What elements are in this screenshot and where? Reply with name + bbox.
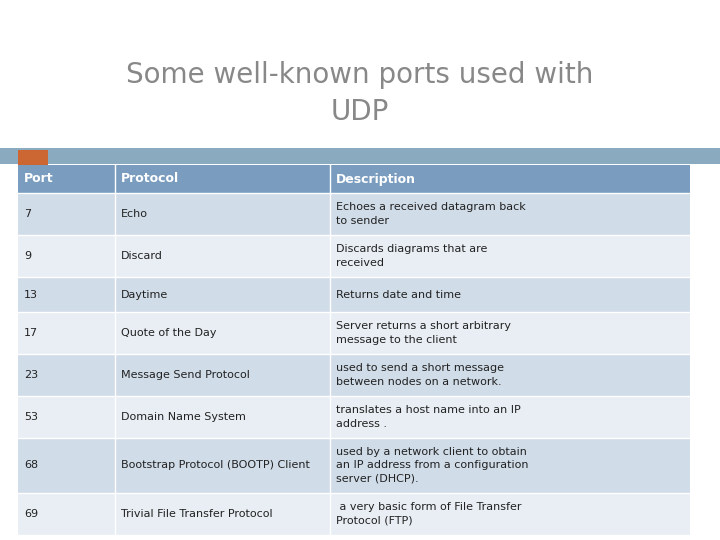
Text: 69: 69	[24, 509, 38, 519]
Text: a very basic form of File Transfer
Protocol (FTP): a very basic form of File Transfer Proto…	[336, 502, 521, 525]
Bar	[18, 438, 690, 493]
Text: Description: Description	[336, 172, 416, 186]
Bar	[18, 312, 690, 354]
Text: Message Send Protocol: Message Send Protocol	[121, 370, 250, 380]
Text: 53: 53	[24, 412, 38, 422]
Text: Domain Name System: Domain Name System	[121, 412, 246, 422]
Text: Some well-known ports used with: Some well-known ports used with	[126, 61, 594, 89]
Bar	[18, 493, 690, 535]
Text: Returns date and time: Returns date and time	[336, 289, 461, 300]
Bar	[18, 396, 690, 438]
Text: used to send a short message
between nodes on a network.: used to send a short message between nod…	[336, 363, 504, 387]
Text: Server returns a short arbitrary
message to the client: Server returns a short arbitrary message…	[336, 321, 511, 345]
Text: 17: 17	[24, 328, 38, 338]
Bar	[18, 235, 690, 277]
Bar	[18, 354, 690, 396]
Text: UDP: UDP	[330, 98, 390, 126]
Text: translates a host name into an IP
address .: translates a host name into an IP addres…	[336, 406, 521, 429]
Text: Quote of the Day: Quote of the Day	[121, 328, 217, 338]
Text: 9: 9	[24, 251, 31, 261]
Text: Daytime: Daytime	[121, 289, 168, 300]
Text: Discards diagrams that are
received: Discards diagrams that are received	[336, 245, 487, 268]
Text: 13: 13	[24, 289, 38, 300]
Bar	[0, 148, 720, 164]
Text: Discard: Discard	[121, 251, 163, 261]
Text: 23: 23	[24, 370, 38, 380]
Bar	[18, 150, 48, 165]
Text: Echo: Echo	[121, 209, 148, 219]
Text: Echoes a received datagram back
to sender: Echoes a received datagram back to sende…	[336, 202, 526, 226]
Bar	[18, 277, 690, 312]
Text: used by a network client to obtain
an IP address from a configuration
server (DH: used by a network client to obtain an IP…	[336, 447, 528, 484]
Text: Trivial File Transfer Protocol: Trivial File Transfer Protocol	[121, 509, 273, 519]
Text: Bootstrap Protocol (BOOTP) Client: Bootstrap Protocol (BOOTP) Client	[121, 461, 310, 470]
Text: Protocol: Protocol	[121, 172, 179, 186]
Text: 7: 7	[24, 209, 31, 219]
Bar	[18, 193, 690, 235]
Bar	[18, 165, 690, 193]
Text: Port: Port	[24, 172, 53, 186]
Text: 68: 68	[24, 461, 38, 470]
